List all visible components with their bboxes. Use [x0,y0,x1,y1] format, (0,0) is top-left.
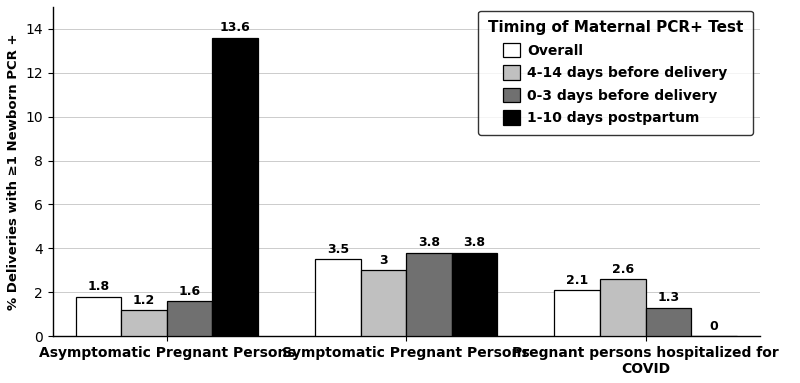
Bar [406,253,452,336]
Bar [122,310,167,336]
Text: 2.1: 2.1 [566,274,588,287]
Text: 3.8: 3.8 [418,236,440,249]
Text: 1.2: 1.2 [133,293,155,306]
Bar [646,308,691,336]
Bar [315,259,361,336]
Y-axis label: % Deliveries with ≥1 Newborn PCR +: % Deliveries with ≥1 Newborn PCR + [7,33,20,310]
Text: 3.8: 3.8 [464,236,486,249]
Text: 3.5: 3.5 [326,243,349,256]
Bar [76,296,122,336]
Bar [554,290,600,336]
Bar [213,38,258,336]
Text: 3: 3 [379,254,388,267]
Bar [452,253,498,336]
Bar [361,270,406,336]
Text: 2.6: 2.6 [612,263,634,276]
Text: 0: 0 [710,320,718,333]
Text: 13.6: 13.6 [220,21,250,34]
Text: 1.8: 1.8 [87,280,110,293]
Legend: Overall, 4-14 days before delivery, 0-3 days before delivery, 1-10 days postpart: Overall, 4-14 days before delivery, 0-3 … [478,11,753,135]
Text: 1.6: 1.6 [178,285,201,298]
Bar [600,279,646,336]
Bar [167,301,213,336]
Text: 1.3: 1.3 [658,291,679,304]
